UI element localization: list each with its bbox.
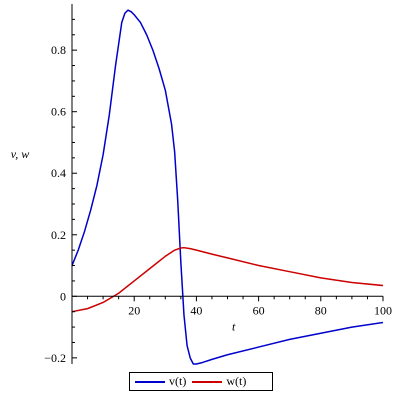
legend-label-w: w(t) — [226, 374, 247, 388]
legend: v(t) w(t) — [129, 372, 273, 391]
y-tick-label: −0.2 — [44, 351, 66, 365]
legend-swatch-v — [135, 380, 165, 383]
y-tick-label: 0.8 — [51, 43, 66, 57]
y-tick-label: 0.4 — [51, 166, 66, 180]
series-line-w — [71, 246, 384, 313]
x-tick-label: 40 — [190, 303, 202, 317]
x-tick-label: 60 — [253, 303, 265, 317]
series-line-v — [71, 9, 384, 365]
plot-area: 20 40 60 80 100 −0.2 0 0.2 0.4 0.6 0.8 t v, w — [11, 4, 392, 365]
x-tick-label: 20 — [128, 303, 140, 317]
y-ticks: −0.2 0 0.2 0.4 0.6 0.8 — [44, 18, 77, 365]
x-ticks: 20 40 60 80 100 — [87, 296, 392, 317]
legend-label-v: v(t) — [169, 374, 187, 388]
series-layer — [71, 9, 384, 365]
x-axis-label: t — [232, 319, 236, 333]
legend-entry-v: v(t) — [135, 374, 186, 389]
x-tick-label: 80 — [315, 303, 327, 317]
legend-entry-w: w(t) — [192, 374, 246, 389]
legend-swatch-w — [192, 380, 223, 383]
x-tick-label: 100 — [374, 303, 392, 317]
y-tick-label: 0 — [60, 289, 66, 303]
y-axis-label: v, w — [11, 147, 29, 161]
y-tick-label: 0.6 — [51, 105, 66, 119]
y-tick-label: 0.2 — [51, 228, 66, 242]
